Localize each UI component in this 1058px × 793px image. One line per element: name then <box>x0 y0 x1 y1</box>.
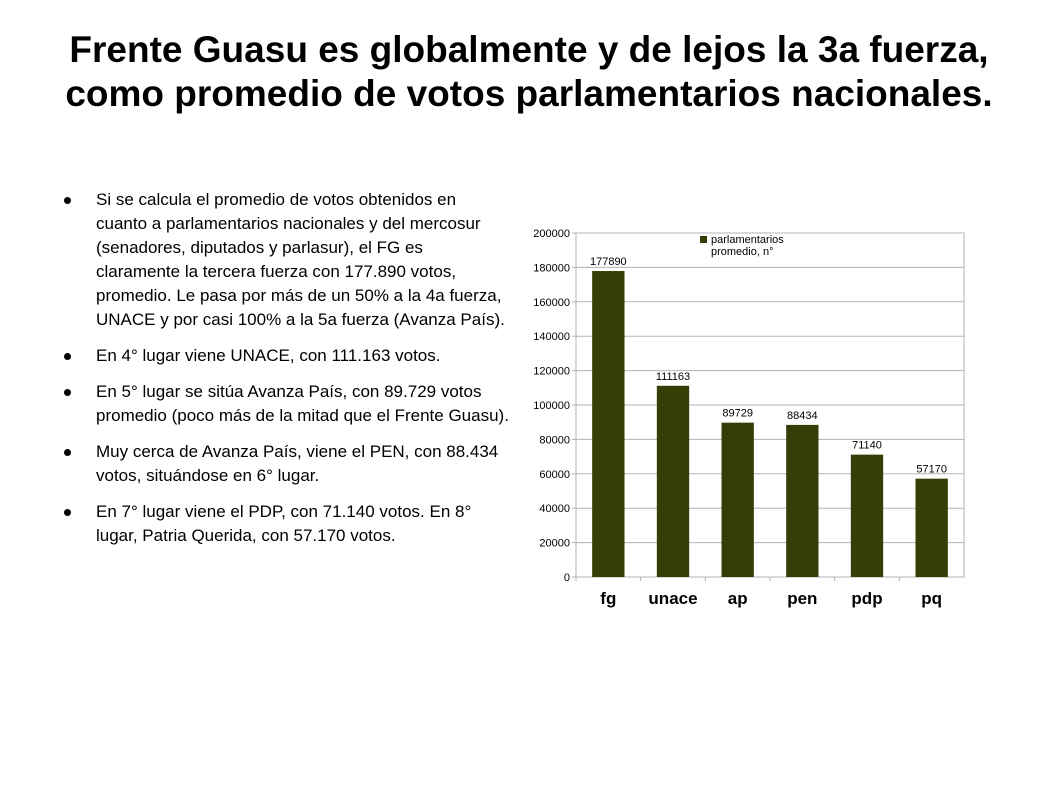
bullet-item: En 5° lugar se sitúa Avanza País, con 89… <box>60 380 510 428</box>
legend-swatch <box>700 236 707 243</box>
bullet-list: Si se calcula el promedio de votos obten… <box>60 188 510 560</box>
data-label: 177890 <box>590 256 627 268</box>
y-tick-label: 0 <box>564 572 570 584</box>
y-tick-label: 180000 <box>533 262 570 274</box>
data-label: 57170 <box>916 464 947 476</box>
y-tick-label: 40000 <box>539 503 570 515</box>
bullet-dot <box>64 449 71 456</box>
x-tick-label: pen <box>787 589 817 608</box>
data-label: 88434 <box>787 410 818 422</box>
bar <box>786 424 819 577</box>
bullet-text: Muy cerca de Avanza País, viene el PEN, … <box>96 442 499 485</box>
bullet-dot <box>64 353 71 360</box>
y-tick-label: 160000 <box>533 297 570 309</box>
bullet-item: En 4° lugar viene UNACE, con 111.163 vot… <box>60 344 510 368</box>
slide-title: Frente Guasu es globalmente y de lejos l… <box>65 29 993 114</box>
bullet-dot <box>64 197 71 204</box>
x-tick-label: pdp <box>851 589 882 608</box>
bullet-dot <box>64 509 71 516</box>
y-tick-label: 20000 <box>539 538 570 550</box>
y-tick-label: 200000 <box>533 228 570 240</box>
y-tick-label: 100000 <box>533 400 570 412</box>
bullet-item: Muy cerca de Avanza País, viene el PEN, … <box>60 440 510 488</box>
y-tick-label: 60000 <box>539 469 570 481</box>
bar <box>721 422 754 577</box>
bar-chart-svg: 0 20000 40000 60000 80000 100000 120000 140000 1… <box>533 228 965 608</box>
bullet-item: Si se calcula el promedio de votos obten… <box>60 188 510 332</box>
legend-label: promedio, n° <box>711 246 774 258</box>
x-tick-label: ap <box>728 589 748 608</box>
bullet-item: En 7° lugar viene el PDP, con 71.140 vot… <box>60 500 510 548</box>
bullet-text: En 4° lugar viene UNACE, con 111.163 vot… <box>96 346 441 365</box>
legend-label: parlamentarios <box>711 234 784 246</box>
data-label: 89729 <box>722 408 753 420</box>
data-label: 71140 <box>852 440 882 452</box>
bullet-text: En 5° lugar se sitúa Avanza País, con 89… <box>96 382 509 425</box>
x-tick-label: pq <box>921 589 942 608</box>
bar-chart: 0 20000 40000 60000 80000 100000 120000 140000 1… <box>510 220 980 620</box>
bullet-text: En 7° lugar viene el PDP, con 71.140 vot… <box>96 502 472 545</box>
bar <box>656 385 690 577</box>
y-tick-label: 120000 <box>533 366 570 378</box>
x-tick-label: fg <box>600 589 616 608</box>
x-tick-label: unace <box>648 589 697 608</box>
bar <box>850 454 884 577</box>
y-tick-label: 140000 <box>533 331 570 343</box>
bullet-text: Si se calcula el promedio de votos obten… <box>96 190 505 329</box>
bar <box>592 271 625 577</box>
y-tick-label: 80000 <box>539 434 570 446</box>
data-label: 111163 <box>656 371 690 383</box>
bar <box>915 478 948 577</box>
bullet-dot <box>64 389 71 396</box>
